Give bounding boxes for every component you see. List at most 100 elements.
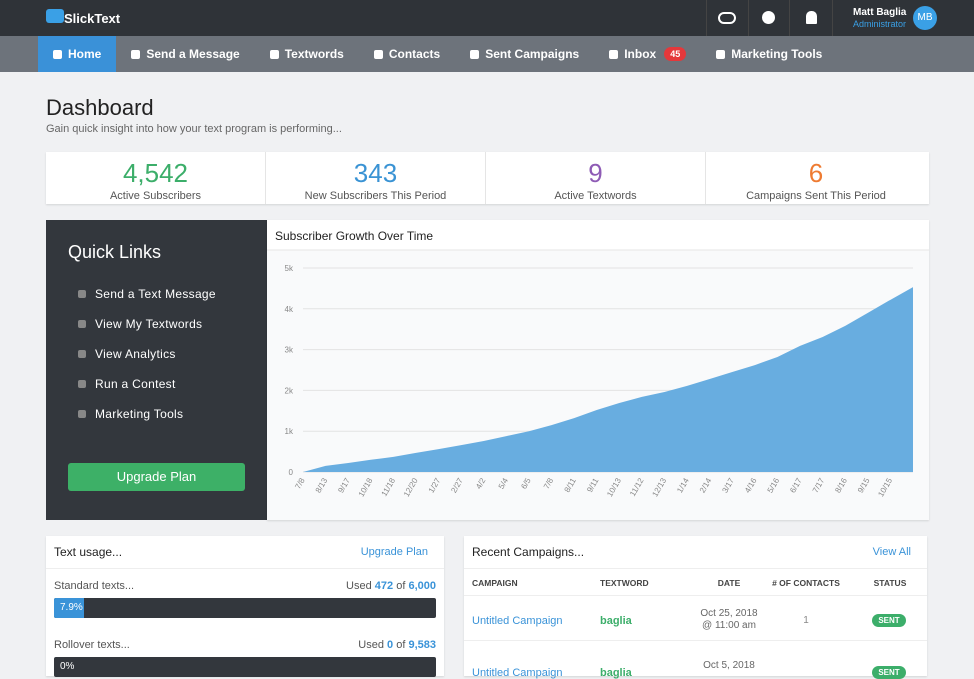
quick-link-label: Run a Contest xyxy=(95,377,176,391)
quick-link[interactable]: View Analytics xyxy=(78,347,176,361)
nav-icon xyxy=(470,49,480,59)
y-tick-label: 0 xyxy=(289,468,294,477)
quick-link-label: Send a Text Message xyxy=(95,287,216,301)
stats-card: 4,542 Active Subscribers 343 New Subscriber… xyxy=(46,152,929,204)
nav-icon xyxy=(131,49,141,59)
nav-bar: Home Send a Message Textwords Contacts Sent … xyxy=(0,36,974,72)
of-word: of xyxy=(396,639,406,651)
quick-links: Quick Links Upgrade Plan Send a Text Mes… xyxy=(46,220,267,520)
quick-link[interactable]: Run a Contest xyxy=(78,377,176,391)
total: 9,583 xyxy=(408,639,436,651)
nav-item[interactable]: Send a Message xyxy=(116,36,254,72)
textword: baglia xyxy=(600,615,632,627)
stat: 6 Campaigns Sent This Period xyxy=(706,152,926,204)
upgrade-link[interactable]: Upgrade Plan xyxy=(360,546,428,558)
quick-link-label: View Analytics xyxy=(95,347,176,361)
chart-title: Subscriber Growth Over Time xyxy=(275,229,433,243)
column-header: # OF CONTACTS xyxy=(772,578,840,588)
usage-fill: 7.9% xyxy=(54,598,85,618)
chart-card: Subscriber Growth Over Time 0 1k 2k 3k 4k 5k 7… xyxy=(267,220,929,520)
stat-value: 343 xyxy=(353,158,398,188)
stat-label: New Subscribers This Period xyxy=(304,190,447,202)
nav-label: Home xyxy=(68,47,102,61)
column-header: DATE xyxy=(717,578,741,588)
stat: 343 New Subscribers This Period xyxy=(266,152,486,204)
date: Oct 5, 2018 xyxy=(703,660,755,671)
usage-count: Used 472 of 6,000 xyxy=(346,580,436,592)
quick-link-label: Marketing Tools xyxy=(95,407,184,421)
y-tick-label: 2k xyxy=(285,386,294,395)
contacts: 1 xyxy=(803,615,809,626)
campaigns-title: Recent Campaigns... xyxy=(472,545,585,559)
total: 6,000 xyxy=(408,580,436,592)
logo[interactable]: SlickText xyxy=(64,11,121,26)
column-header: TEXTWORD xyxy=(600,578,649,588)
nav-item[interactable]: Marketing Tools xyxy=(701,36,837,72)
nav-item[interactable]: Textwords xyxy=(255,36,359,72)
stat-value: 4,542 xyxy=(122,158,189,188)
column-header: CAMPAIGN xyxy=(472,578,518,588)
stat-label: Campaigns Sent This Period xyxy=(746,190,886,202)
quick-link-label: View My Textwords xyxy=(95,317,203,331)
nav-icon xyxy=(373,49,383,59)
usage-label: Rollover texts... xyxy=(54,639,130,651)
usage-count: Used 0 of 9,583 xyxy=(358,639,436,651)
logo-icon xyxy=(46,9,64,23)
column-header: STATUS xyxy=(873,578,907,588)
of-word: of xyxy=(396,580,406,592)
stat-value: 9 xyxy=(588,158,603,188)
y-tick-label: 4k xyxy=(285,305,294,314)
avatar[interactable]: MB xyxy=(913,6,937,30)
quick-link-icon xyxy=(78,290,86,298)
quick-link[interactable]: View My Textwords xyxy=(78,317,202,331)
used: 0 xyxy=(387,639,394,651)
nav-icon xyxy=(53,49,62,59)
usage-label: Standard texts... xyxy=(54,580,135,592)
usage-fill: 0% xyxy=(60,661,75,672)
chart: Subscriber Growth Over Time 01k2k3k4k5k7… xyxy=(267,229,929,520)
quick-link-icon xyxy=(78,320,86,328)
used-word: Used xyxy=(346,580,372,592)
stat-value: 6 xyxy=(808,158,824,188)
nav-icon xyxy=(609,49,619,59)
nav-item[interactable]: Home xyxy=(38,36,117,72)
user-name[interactable]: Matt Baglia xyxy=(853,7,907,18)
bell-icon[interactable] xyxy=(806,11,817,24)
campaign-name[interactable]: Untitled Campaign xyxy=(472,615,563,627)
nav-label: Inbox xyxy=(624,47,657,61)
nav-label: Contacts xyxy=(388,47,441,61)
time: @ 11:00 am xyxy=(702,620,756,631)
text-usage-card: Text usage... Upgrade Plan Standard text… xyxy=(46,536,444,677)
nav-label: Sent Campaigns xyxy=(485,47,580,61)
status-badge: SENT xyxy=(872,614,906,627)
y-tick-label: 1k xyxy=(285,427,294,436)
y-tick-label: 3k xyxy=(285,346,294,355)
date: Oct 25, 2018 xyxy=(700,608,758,619)
handshake-icon[interactable] xyxy=(718,12,736,24)
nav-item[interactable]: Contacts xyxy=(359,36,455,72)
textword: baglia xyxy=(600,667,632,679)
nav-icon xyxy=(269,49,279,59)
quick-link-icon xyxy=(78,380,86,388)
stat-label: Active Textwords xyxy=(554,190,637,202)
upgrade-button[interactable]: Upgrade Plan xyxy=(68,463,245,491)
stat: 4,542 Active Subscribers xyxy=(46,152,266,204)
usage-bar: 7.9% xyxy=(54,598,436,618)
top-bar: SlickText Matt Baglia Administrator MB xyxy=(0,0,974,36)
nav-item[interactable]: Inbox 45 xyxy=(594,36,701,72)
view-all-link[interactable]: View All xyxy=(872,546,911,558)
campaigns-card: Recent Campaigns... View All CAMPAIGN TEX… xyxy=(464,536,927,679)
help-icon[interactable] xyxy=(762,11,775,24)
quick-link[interactable]: Marketing Tools xyxy=(78,407,183,421)
nav-label: Textwords xyxy=(284,47,344,61)
quick-link[interactable]: Send a Text Message xyxy=(78,287,216,301)
used-word: Used xyxy=(358,639,384,651)
quick-link-icon xyxy=(78,350,86,358)
nav-label: Marketing Tools xyxy=(731,47,823,61)
quick-links-title: Quick Links xyxy=(68,242,162,262)
campaign-name[interactable]: Untitled Campaign xyxy=(472,667,563,679)
inbox-badge: 45 xyxy=(664,47,687,61)
nav-item[interactable]: Sent Campaigns xyxy=(455,36,594,72)
used: 472 xyxy=(374,580,394,592)
stat: 9 Active Textwords xyxy=(486,152,706,204)
